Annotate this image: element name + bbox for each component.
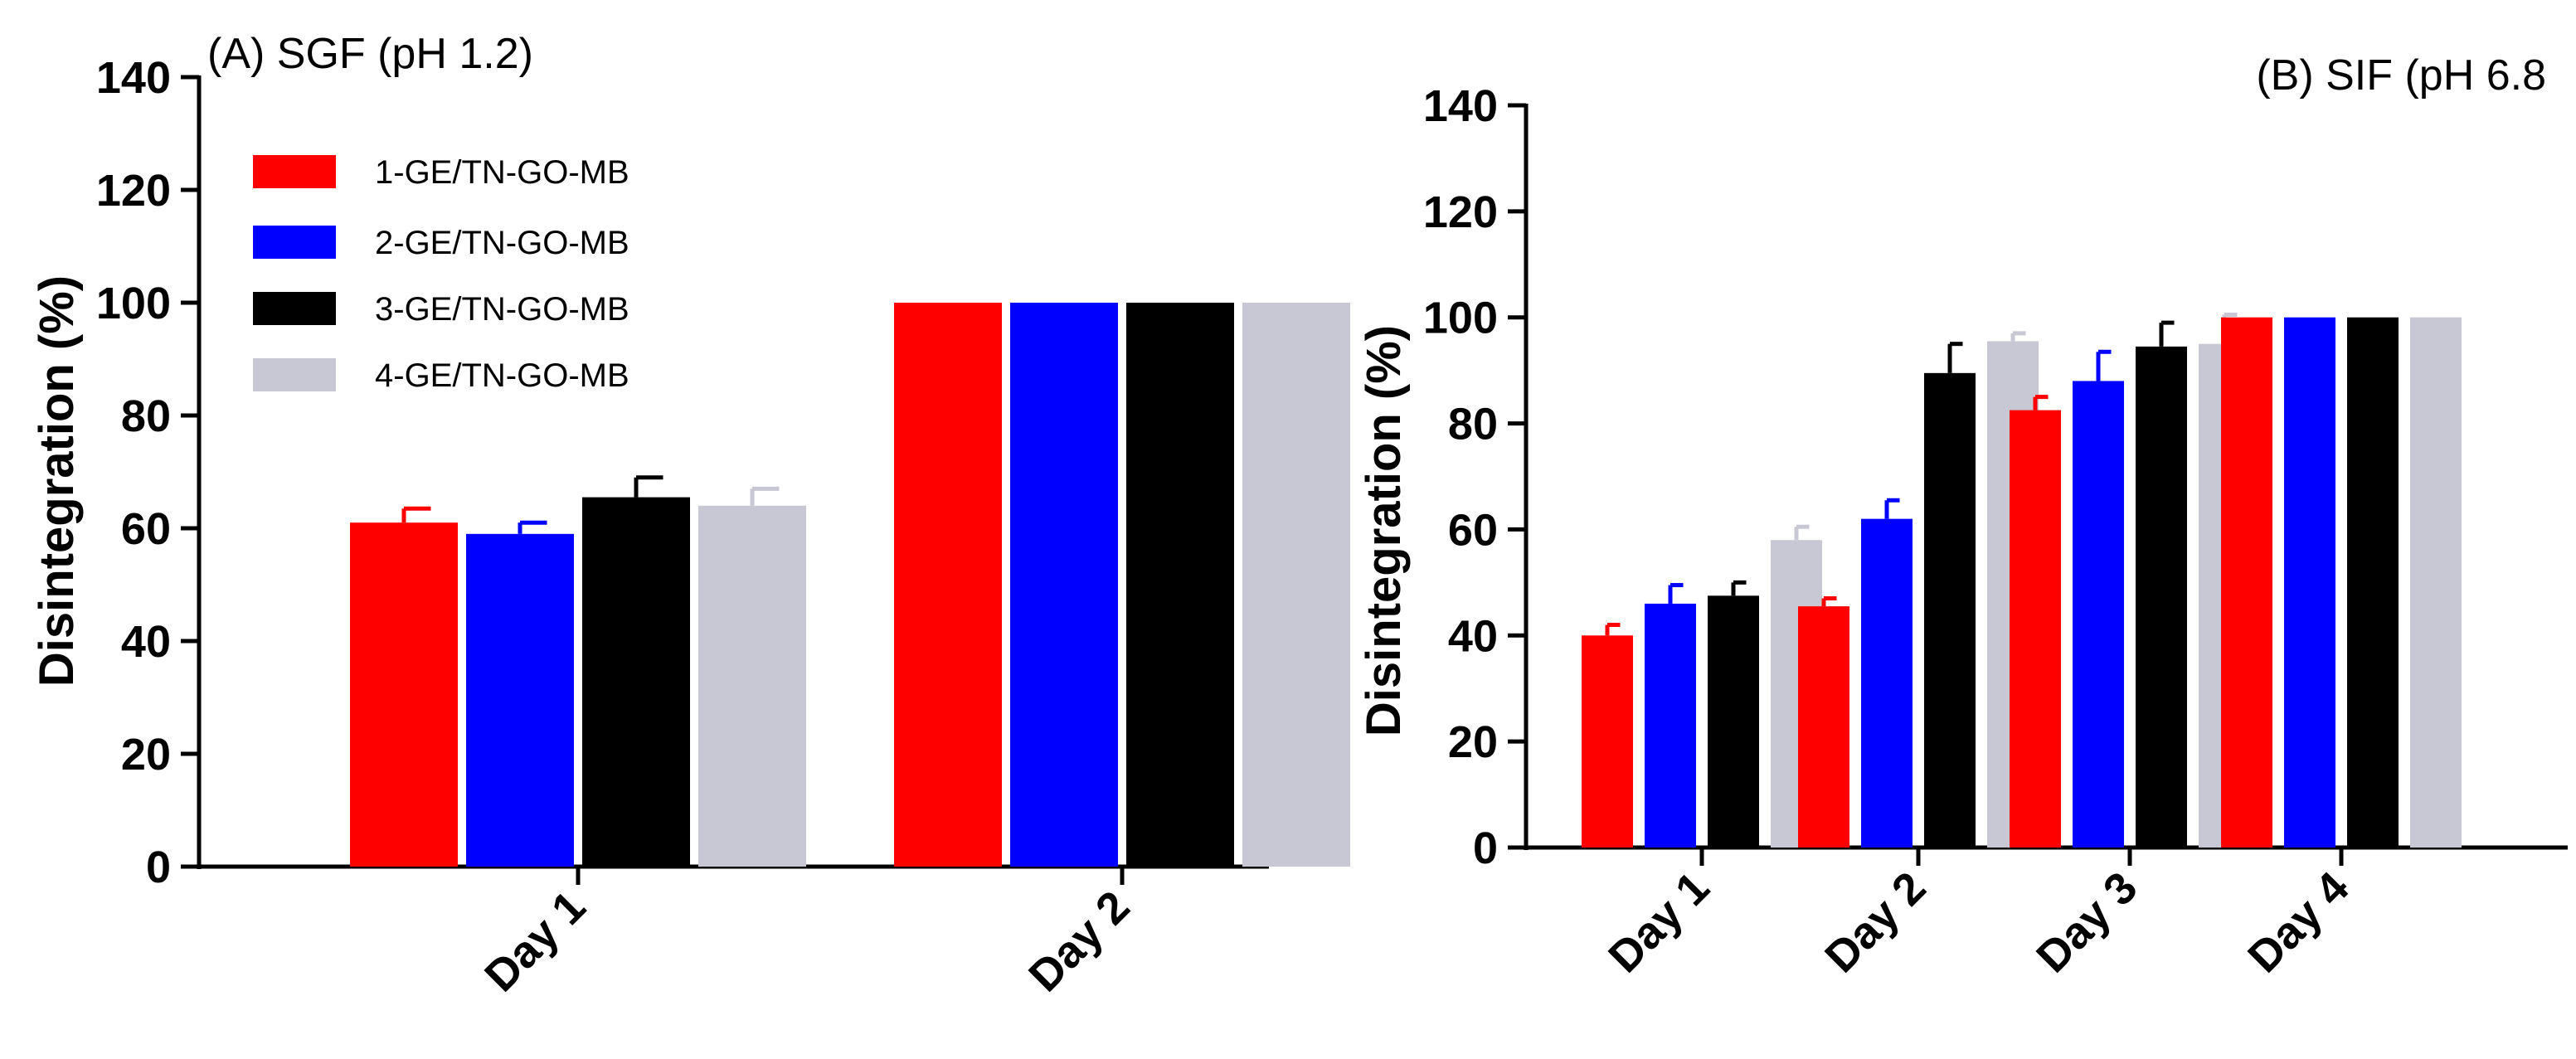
panel-a-y-tick-label: 120 xyxy=(96,166,171,216)
panel-a-y-tick-label: 40 xyxy=(121,617,171,667)
panel-b-y-tick-label: 40 xyxy=(1448,611,1498,661)
panel-b-y-tick-label: 20 xyxy=(1448,717,1498,767)
panel-b-y-tick-label: 0 xyxy=(1473,823,1498,873)
panel-a-bars xyxy=(350,303,1350,867)
panel-b-chart: (B) SIF (pH 6.8 Disintegration (%) 0 20 40… xyxy=(1357,51,2568,982)
legend-swatch-4 xyxy=(253,358,336,391)
panel-a-bar xyxy=(1126,303,1234,867)
panel-a-y-tick-label: 80 xyxy=(121,391,171,441)
panel-b-title: (B) SIF (pH 6.8 xyxy=(2256,51,2546,100)
panel-b-y-tick-label: 60 xyxy=(1448,505,1498,555)
panel-b-bar xyxy=(2010,410,2061,848)
panel-a-bar xyxy=(1242,303,1350,867)
panel-a-y-tick-label: 60 xyxy=(121,504,171,554)
panel-b-bars xyxy=(1582,313,2462,848)
panel-a-y-tick-label: 0 xyxy=(146,843,171,892)
panel-b-bar xyxy=(2410,317,2462,848)
panel-b-x-tick-label: Day 1 xyxy=(1599,862,1718,982)
panel-a-bar xyxy=(894,303,1002,867)
legend-swatch-3 xyxy=(253,292,336,325)
panel-a-title: (A) SGF (pH 1.2) xyxy=(207,30,533,78)
panel-a-y-tick-label: 20 xyxy=(121,730,171,780)
panel-a-y-axis-title: Disintegration (%) xyxy=(30,275,84,687)
panel-b-x-tick-label: Day 3 xyxy=(2027,862,2146,982)
legend-swatch-2 xyxy=(253,226,336,259)
panel-a-bar xyxy=(350,522,458,867)
panel-b-bar xyxy=(1798,606,1849,848)
panel-b-y-tick-label: 140 xyxy=(1423,81,1498,131)
panel-b-bar xyxy=(2221,317,2272,848)
panel-b-y-tick-label: 100 xyxy=(1423,294,1498,343)
panel-a-x-tick-label: Day 1 xyxy=(475,882,595,1001)
panel-b-bar xyxy=(1861,518,1913,848)
panel-b-bar xyxy=(1582,635,1633,848)
panel-b-x-tick-label: Day 2 xyxy=(1815,862,1935,982)
panel-b-bar xyxy=(1708,595,1759,848)
panel-a-bar xyxy=(1010,303,1118,867)
panel-b-y-tick-label: 80 xyxy=(1448,400,1498,449)
panel-a-y-tick-label: 100 xyxy=(96,279,171,328)
panel-b-bar xyxy=(2347,317,2399,848)
panel-b-y-tick-label: 120 xyxy=(1423,187,1498,237)
panel-b-bar xyxy=(2284,317,2335,848)
legend-swatch-1 xyxy=(253,155,336,188)
legend-label-2: 2-GE/TN-GO-MB xyxy=(375,225,629,261)
panel-b-x-tick-label: Day 4 xyxy=(2238,862,2358,982)
panel-a-bar xyxy=(466,533,574,867)
panel-b-bar xyxy=(1645,603,1696,848)
legend-label-1: 1-GE/TN-GO-MB xyxy=(375,154,629,191)
panel-a-x-tick-label: Day 2 xyxy=(1019,882,1139,1001)
panel-b-bar xyxy=(2073,381,2124,848)
legend-label-4: 4-GE/TN-GO-MB xyxy=(375,357,629,394)
panel-a-bar xyxy=(582,497,690,867)
panel-a-bar xyxy=(698,505,806,867)
panel-b-bar xyxy=(2136,346,2187,848)
panel-a-legend: 1-GE/TN-GO-MB 2-GE/TN-GO-MB 3-GE/TN-GO-M… xyxy=(253,154,629,394)
panel-b-bar xyxy=(1924,372,1976,848)
panel-a-chart: (A) SGF (pH 1.2) Disintegration (%) 0 20 4… xyxy=(30,30,1350,1001)
legend-label-3: 3-GE/TN-GO-MB xyxy=(375,291,629,328)
panel-a-y-tick-label: 140 xyxy=(96,53,171,103)
panel-b-y-axis-title: Disintegration (%) xyxy=(1357,325,1411,736)
